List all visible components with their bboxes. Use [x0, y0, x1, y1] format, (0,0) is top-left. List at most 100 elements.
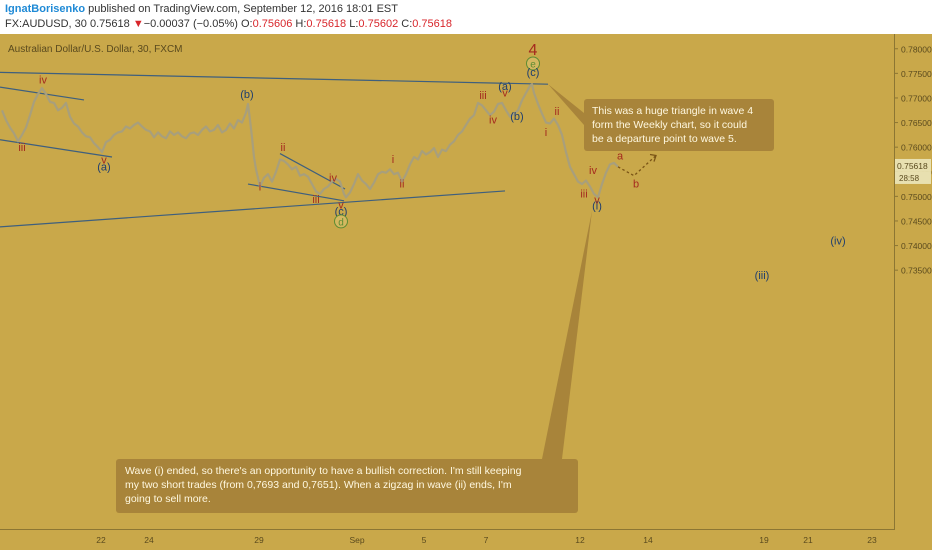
down-arrow-icon: ▼	[132, 18, 144, 30]
x-tick-label: 22	[96, 535, 106, 545]
annotation-box	[116, 459, 578, 513]
wave-label: (b)	[240, 89, 253, 101]
price-badge-label: 0.75618	[897, 161, 928, 171]
annotation-text: my two short trades (from 0,7693 and 0,7…	[125, 479, 512, 491]
low-value: 0.75602	[358, 18, 399, 30]
x-tick-label: 23	[867, 535, 877, 545]
y-tick-label: 0.76000	[901, 143, 932, 153]
wave-label: v	[101, 154, 107, 166]
chart-title: Australian Dollar/U.S. Dollar, 30, FXCM	[8, 44, 183, 55]
wave-label: ii	[281, 142, 286, 154]
quote-line: FX:AUDUSD, 30 0.75618 ▼−0.00037 (−0.05%)…	[5, 18, 452, 30]
x-tick-label: 5	[422, 535, 427, 545]
x-tick-label: 12	[575, 535, 585, 545]
time-badge	[895, 171, 931, 184]
y-tick-label: 0.76500	[901, 118, 932, 128]
x-tick-label: 29	[254, 535, 264, 545]
time-badge-label: 28:58	[899, 174, 920, 183]
wave-label: iii	[479, 90, 486, 102]
wave-label: i	[259, 181, 261, 193]
trendline	[0, 190, 506, 228]
annotation-text: be a departure point to wave 5.	[592, 133, 737, 145]
low-label: L:	[349, 18, 359, 30]
annotation-text: Wave (i) ended, so there's an opportunit…	[125, 465, 522, 477]
wave-label: (a)	[97, 161, 110, 173]
wave-label: ii	[400, 179, 405, 191]
open-value: 0.75606	[252, 18, 293, 30]
x-tick-label: 24	[144, 535, 154, 545]
wave-label: (iv)	[830, 236, 845, 248]
wave-label: iv	[589, 165, 597, 177]
trendline	[0, 139, 113, 158]
wave-label: (b)	[510, 111, 523, 123]
annotation: Wave (i) ended, so there's an opportunit…	[116, 211, 592, 513]
close-value: 0.75618	[412, 18, 453, 30]
wave-label: (a)	[498, 81, 511, 93]
wave-label: v	[594, 195, 600, 207]
x-tick-label: 14	[643, 535, 653, 545]
wave-label: a	[617, 150, 624, 162]
price-chart[interactable]: Australian Dollar/U.S. Dollar, 30, FXCM 0…	[0, 34, 932, 550]
x-tick-label: 21	[803, 535, 813, 545]
wave-label: iii	[580, 188, 587, 200]
price-line	[0, 83, 619, 199]
chart-svg[interactable]: Australian Dollar/U.S. Dollar, 30, FXCM 0…	[0, 34, 932, 550]
wave-label: (c)	[335, 206, 348, 218]
wave-label: (iii)	[755, 270, 770, 282]
forecast-arrow-icon	[649, 153, 657, 162]
author-link[interactable]: IgnatBorisenko	[5, 3, 86, 15]
y-tick-label: 0.74000	[901, 241, 932, 251]
high-value: 0.75618	[306, 18, 347, 30]
wave-label: iv	[329, 173, 337, 185]
wave-label-circle	[526, 56, 540, 71]
trendline	[0, 86, 85, 101]
wave-label: (c)	[527, 67, 540, 79]
symbol-label: FX:AUDUSD, 30	[5, 18, 87, 30]
wave-label-circle	[334, 214, 348, 229]
annotation-box	[584, 99, 774, 151]
y-tick-label: 0.77500	[901, 69, 932, 79]
forecast-path	[617, 155, 657, 177]
y-tick-label: 0.78000	[901, 44, 932, 54]
wave-label: 4	[529, 42, 538, 59]
wave-label: iv	[39, 75, 47, 87]
annotation-text: form the Weekly chart, so it could	[592, 119, 747, 131]
wave-label: i	[545, 127, 547, 139]
x-tick-label: Sep	[349, 535, 364, 545]
wave-label: i	[392, 154, 394, 166]
trendline	[0, 71, 549, 85]
price-axis-area	[894, 34, 932, 550]
wave-label: v	[338, 200, 344, 212]
annotation-text: going to sell more.	[125, 493, 211, 505]
y-tick-label: 0.73500	[901, 266, 932, 276]
annotation-pointer	[542, 211, 592, 459]
y-tick-label: 0.77000	[901, 93, 932, 103]
y-tick-label: 0.74500	[901, 216, 932, 226]
publish-line: IgnatBorisenko published on TradingView.…	[5, 3, 398, 15]
annotation: This was a huge triangle in wave 4 form t…	[548, 84, 774, 151]
wave-label: v	[502, 87, 508, 99]
x-tick-label: 7	[484, 535, 489, 545]
trendline	[279, 153, 346, 190]
wave-label: iii	[312, 194, 319, 206]
wave-label: iii	[18, 142, 25, 154]
x-tick-label: 19	[759, 535, 769, 545]
price-change: −0.00037 (−0.05%)	[143, 18, 238, 30]
wave-label: (i)	[592, 201, 602, 213]
y-tick-label: 0.75000	[901, 192, 932, 202]
trendline	[247, 183, 345, 202]
last-price: 0.75618	[89, 18, 130, 30]
wave-label: ii	[555, 106, 560, 118]
price-badge	[895, 158, 931, 172]
wave-label: b	[633, 179, 639, 191]
wave-label: d	[338, 217, 344, 228]
chart-header: IgnatBorisenko published on TradingView.…	[0, 0, 932, 34]
publish-info: published on TradingView.com, September …	[85, 3, 398, 15]
annotation-pointer	[548, 84, 584, 125]
open-label: O:	[240, 18, 253, 30]
close-label: C:	[401, 18, 413, 30]
wave-label: iv	[489, 115, 497, 127]
high-label: H:	[295, 18, 307, 30]
wave-label: e	[530, 59, 536, 70]
annotation-text: This was a huge triangle in wave 4	[592, 105, 753, 117]
